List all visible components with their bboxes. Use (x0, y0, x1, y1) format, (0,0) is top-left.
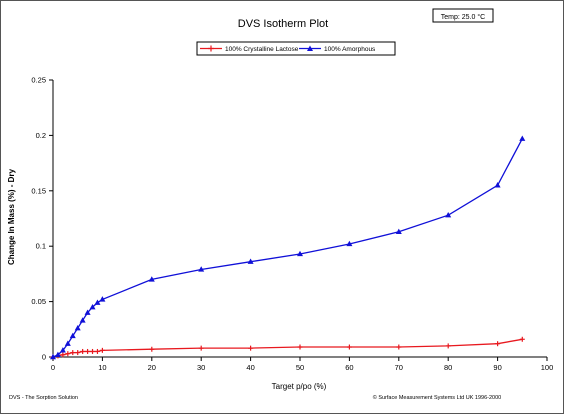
data-point-amorphous (74, 324, 81, 331)
x-tick-label: 20 (148, 363, 156, 372)
chart-title: DVS Isotherm Plot (238, 18, 328, 30)
legend: 100% Crystalline Lactose 100% Amorphous (196, 41, 396, 56)
data-point-lactose (519, 336, 525, 342)
data-point-amorphous (148, 276, 155, 282)
data-point-lactose (94, 348, 100, 354)
series-layer (50, 135, 526, 360)
data-point-amorphous (519, 135, 526, 141)
data-point-lactose (495, 341, 501, 347)
y-tick-label: 0.1 (36, 242, 46, 251)
data-point-lactose (70, 350, 76, 356)
legend-label-amorphous: 100% Amorphous (324, 46, 376, 53)
x-tick-label: 30 (197, 363, 205, 372)
series-line-lactose (52, 338, 523, 358)
series-amorphous (50, 135, 526, 360)
temperature-box: Temp: 25.0 °C (432, 8, 494, 23)
data-point-lactose (90, 348, 96, 354)
x-tick-label: 50 (296, 363, 304, 372)
data-point-amorphous (94, 299, 101, 305)
data-point-lactose (346, 344, 352, 350)
y-tick-label: 0.25 (31, 76, 46, 85)
data-point-lactose (297, 344, 303, 350)
data-point-amorphous (297, 250, 303, 257)
x-tick-label: 0 (51, 363, 55, 372)
x-tick-label: 10 (98, 363, 106, 372)
data-point-amorphous (346, 240, 353, 247)
data-point-lactose (80, 348, 86, 354)
x-tick-label: 100 (541, 363, 554, 372)
data-point-lactose (248, 345, 254, 351)
data-point-lactose (65, 351, 71, 357)
data-point-lactose (445, 343, 451, 349)
legend-label-lactose: 100% Crystalline Lactose (225, 46, 299, 53)
data-point-lactose (60, 352, 66, 358)
x-tick-label: 80 (444, 363, 452, 372)
footer-right: © Surface Measurement Systems Ltd UK 199… (373, 394, 501, 401)
y-tick-label: 0.15 (31, 186, 46, 195)
legend-box (196, 41, 396, 56)
data-point-lactose (99, 347, 105, 353)
data-point-amorphous (54, 351, 61, 357)
data-point-amorphous (198, 266, 205, 272)
x-tick-label: 70 (395, 363, 403, 372)
data-point-lactose (396, 344, 402, 350)
series-lactose (50, 336, 525, 360)
data-point-amorphous (50, 353, 56, 360)
data-point-amorphous (69, 332, 76, 339)
x-tick-label: 60 (345, 363, 353, 372)
y-tick-label: 0.2 (36, 131, 46, 140)
data-point-amorphous (79, 317, 86, 323)
y-tick-label: 0.05 (31, 297, 46, 306)
x-tick-label: 90 (493, 363, 501, 372)
data-point-amorphous (445, 211, 452, 218)
data-point-amorphous (89, 303, 96, 310)
temperature-label: Temp: 25.0 °C (441, 13, 485, 21)
x-axis-label: Target p/po (%) (272, 382, 327, 391)
data-point-lactose (198, 345, 204, 351)
data-point-amorphous (59, 347, 66, 353)
y-tick-label: 0 (42, 353, 46, 362)
data-point-amorphous (395, 228, 402, 234)
legend-marker-amorphous (307, 45, 313, 51)
series-line-amorphous (52, 138, 523, 358)
data-point-lactose (149, 346, 155, 352)
data-point-amorphous (84, 309, 91, 315)
data-point-amorphous (99, 296, 106, 302)
data-point-amorphous (494, 182, 501, 188)
legend-marker-lactose (208, 45, 214, 52)
y-axis-label: Change In Mass (%) - Dry (7, 168, 16, 265)
data-point-lactose (85, 348, 91, 354)
data-point-amorphous (247, 258, 254, 264)
axes: 0 10 20 30 40 50 60 70 80 90 100 0 0.05 0.1 0.15 0.2 0.2… (31, 76, 553, 373)
footer-left: DVS - The Sorption Solution (9, 395, 78, 401)
x-tick-label: 40 (246, 363, 254, 372)
data-point-lactose (75, 350, 81, 356)
data-point-amorphous (64, 340, 71, 346)
